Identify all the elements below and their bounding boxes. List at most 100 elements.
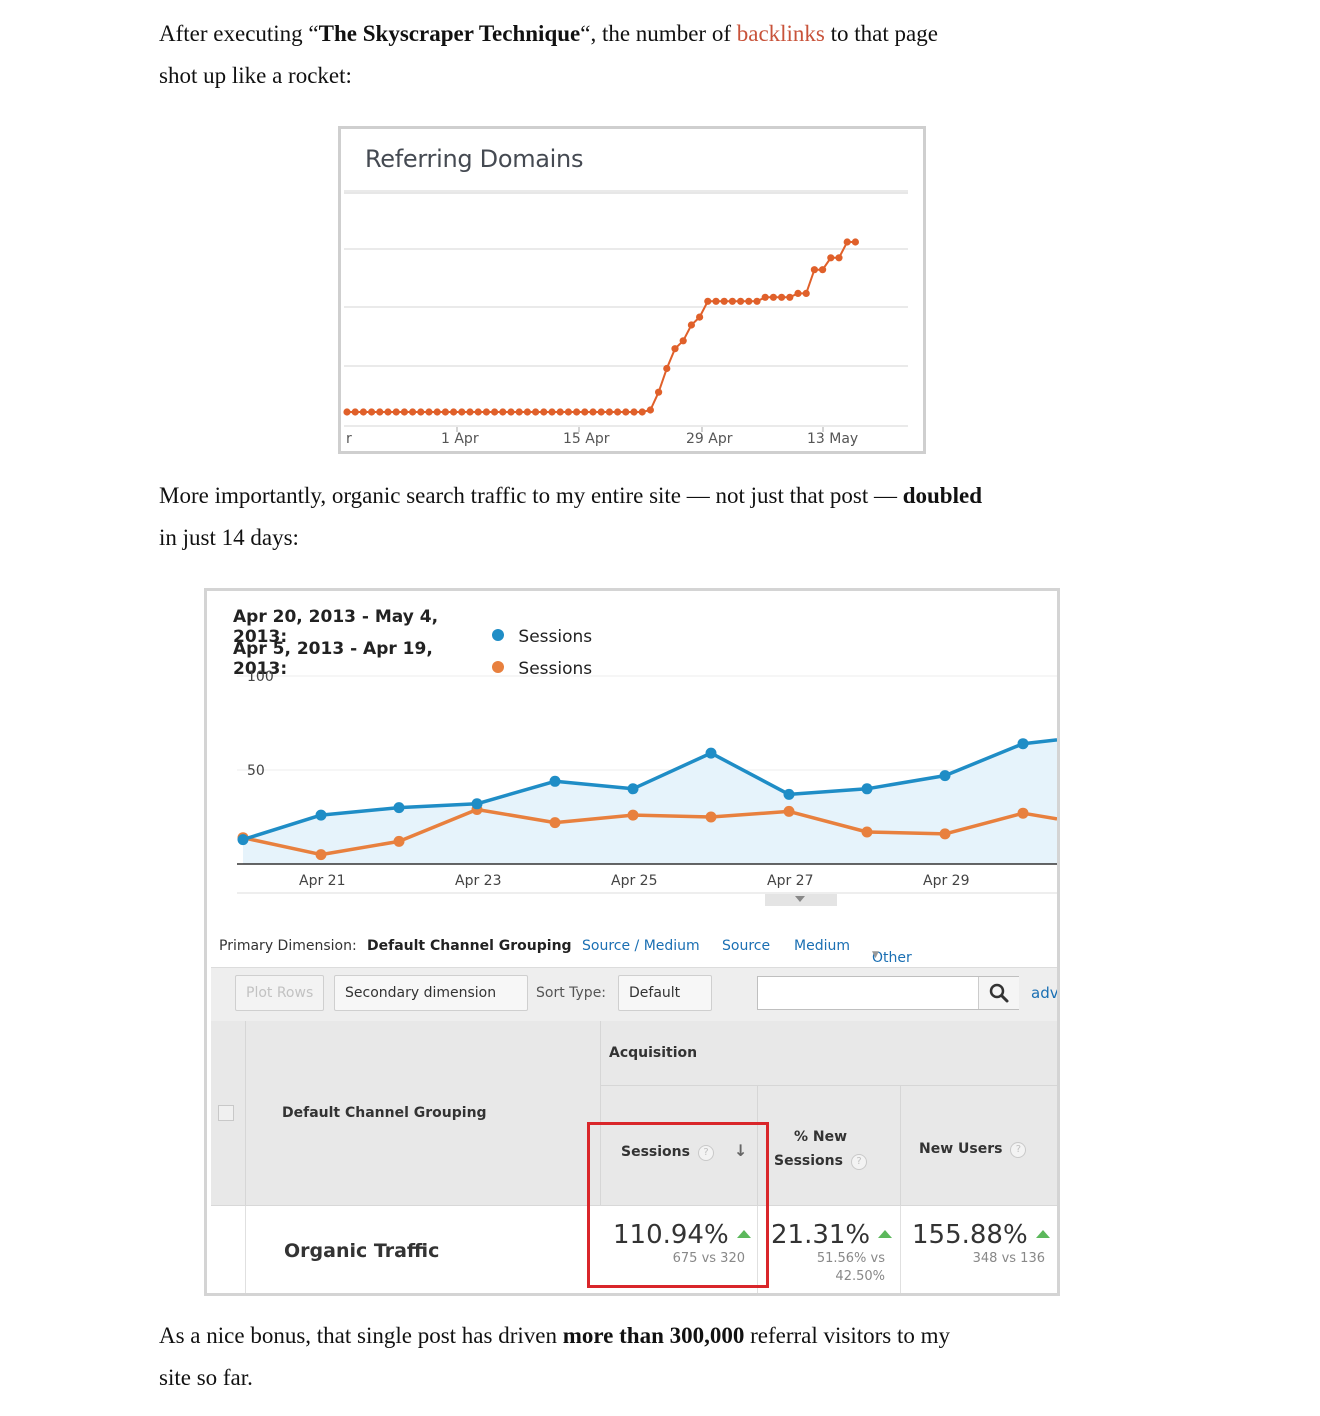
data-point xyxy=(679,337,687,345)
chart-title: Referring Domains xyxy=(365,145,584,173)
up-arrow-icon xyxy=(736,1230,751,1238)
help-icon[interactable]: ? xyxy=(697,1145,714,1161)
legend-range: Apr 5, 2013 - Apr 19, 2013: xyxy=(233,639,433,679)
legend-current: Apr 20, 2013 - May 4, 2013: Sessions xyxy=(233,607,592,647)
x-tick-label: r xyxy=(346,431,352,447)
data-point xyxy=(769,293,777,301)
previous-sessions-point xyxy=(783,805,795,817)
text: in just 14 days: xyxy=(159,525,299,550)
data-point xyxy=(712,297,720,305)
previous-sessions-point xyxy=(939,828,951,840)
table-header: Acquisition Default Channel Grouping Ses… xyxy=(211,1021,1057,1205)
table-search-input[interactable] xyxy=(757,976,1019,1010)
data-point xyxy=(573,408,581,416)
column-divider xyxy=(757,1206,758,1293)
data-point xyxy=(737,297,745,305)
dimension-source-medium[interactable]: Source / Medium xyxy=(582,938,700,954)
help-icon[interactable]: ? xyxy=(850,1154,867,1170)
dimension-source[interactable]: Source xyxy=(722,938,771,954)
search-icon xyxy=(989,983,1009,1003)
text: As a nice bonus, that single post has dr… xyxy=(159,1323,563,1348)
dimension-column-header[interactable]: Default Channel Grouping xyxy=(282,1105,487,1121)
row-label-organic-traffic[interactable]: Organic Traffic xyxy=(284,1240,440,1262)
x-tick-label: 29 Apr xyxy=(686,431,733,447)
data-point xyxy=(466,408,474,416)
data-point xyxy=(671,345,679,353)
data-point xyxy=(458,408,466,416)
data-point xyxy=(540,408,548,416)
new-sessions-detail-line2: 42.50% xyxy=(835,1269,885,1284)
new-sessions-change-value: 21.31% xyxy=(771,1220,871,1250)
sort-type-dropdown[interactable]: Default xyxy=(618,975,712,1029)
previous-sessions-point xyxy=(393,835,405,847)
current-sessions-point xyxy=(783,788,795,800)
select-all-checkbox[interactable] xyxy=(218,1105,234,1121)
table-toolbar: Plot Rows Secondary dimension Sort Type:… xyxy=(211,967,1059,1029)
data-point xyxy=(778,293,786,301)
dimension-medium[interactable]: Medium xyxy=(794,938,850,954)
y-tick-label: 100 xyxy=(247,669,274,685)
primary-dimension-bar: Primary Dimension: Default Channel Group… xyxy=(207,926,1057,966)
data-point xyxy=(515,408,523,416)
paragraph-traffic: More importantly, organic search traffic… xyxy=(159,475,1139,559)
x-tick-label: 15 Apr xyxy=(563,431,610,447)
data-point xyxy=(704,297,712,305)
technique-name: The Skyscraper Technique xyxy=(318,21,581,46)
current-sessions-point xyxy=(237,834,249,846)
new-users-change-value: 155.88% xyxy=(912,1220,1028,1250)
current-sessions-point xyxy=(861,783,873,795)
data-point xyxy=(605,408,613,416)
data-point xyxy=(663,364,671,373)
data-point xyxy=(581,408,589,416)
column-divider xyxy=(900,1206,901,1293)
referring-domains-plot: r 1 Apr 15 Apr 29 Apr 13 May xyxy=(343,190,908,447)
sort-desc-arrow-icon[interactable]: ↓ xyxy=(733,1141,748,1160)
advanced-link[interactable]: adv xyxy=(1031,984,1059,1002)
data-point xyxy=(589,408,597,416)
search-button[interactable] xyxy=(978,977,1019,1009)
sessions-change-value: 110.94% xyxy=(613,1220,729,1250)
data-point xyxy=(409,408,417,416)
up-arrow-icon xyxy=(878,1230,893,1238)
sessions-detail: 675 vs 320 xyxy=(672,1251,745,1266)
dimension-default-channel-grouping[interactable]: Default Channel Grouping xyxy=(367,938,572,954)
secondary-dimension-dropdown[interactable]: Secondary dimension xyxy=(334,975,528,1029)
secondary-dimension-label: Secondary dimension xyxy=(345,985,497,1001)
chevron-down-icon xyxy=(795,896,805,902)
current-sessions-point xyxy=(549,775,561,787)
sessions-change: 110.94% xyxy=(613,1220,751,1250)
current-sessions-point xyxy=(393,802,405,814)
current-sessions-point xyxy=(1017,738,1029,750)
sessions-column-header[interactable]: Sessions? ↓ xyxy=(621,1141,747,1161)
sessions-highlight-box xyxy=(587,1122,769,1288)
data-point xyxy=(745,297,753,305)
data-point xyxy=(564,408,572,416)
column-divider xyxy=(900,1086,901,1205)
data-point xyxy=(548,408,556,416)
help-icon[interactable]: ? xyxy=(1010,1142,1027,1158)
data-point xyxy=(376,408,384,416)
row-divider xyxy=(601,1085,1057,1086)
data-point xyxy=(474,408,482,416)
current-sessions-point xyxy=(471,798,483,810)
primary-dimension-label: Primary Dimension: xyxy=(219,938,357,954)
data-point xyxy=(851,238,859,246)
data-point xyxy=(351,408,359,416)
previous-sessions-line xyxy=(242,807,1057,857)
new-users-column-header[interactable]: New Users? xyxy=(919,1141,1027,1158)
data-point xyxy=(556,408,564,416)
new-sessions-header-line1: % New xyxy=(793,1129,847,1145)
legend-series: Sessions xyxy=(518,627,593,647)
data-point xyxy=(425,408,433,416)
visitors-count: more than 300,000 xyxy=(562,1323,745,1348)
previous-sessions-point xyxy=(315,849,327,861)
x-tick-label: Apr 23 xyxy=(455,873,501,889)
x-tick-label: 13 May xyxy=(807,431,858,447)
new-sessions-column-header[interactable]: % New Sessions? xyxy=(774,1125,867,1173)
referring-domains-chart: Referring Domains r 1 Apr 15 Apr 29 Apr 13 M… xyxy=(338,126,926,454)
x-tick-label: Apr 29 xyxy=(923,873,969,889)
plot-rows-button[interactable]: Plot Rows xyxy=(235,975,325,1011)
data-point xyxy=(400,408,408,416)
dimension-other-label: Other xyxy=(872,950,912,966)
backlinks-link[interactable]: backlinks xyxy=(736,21,825,46)
